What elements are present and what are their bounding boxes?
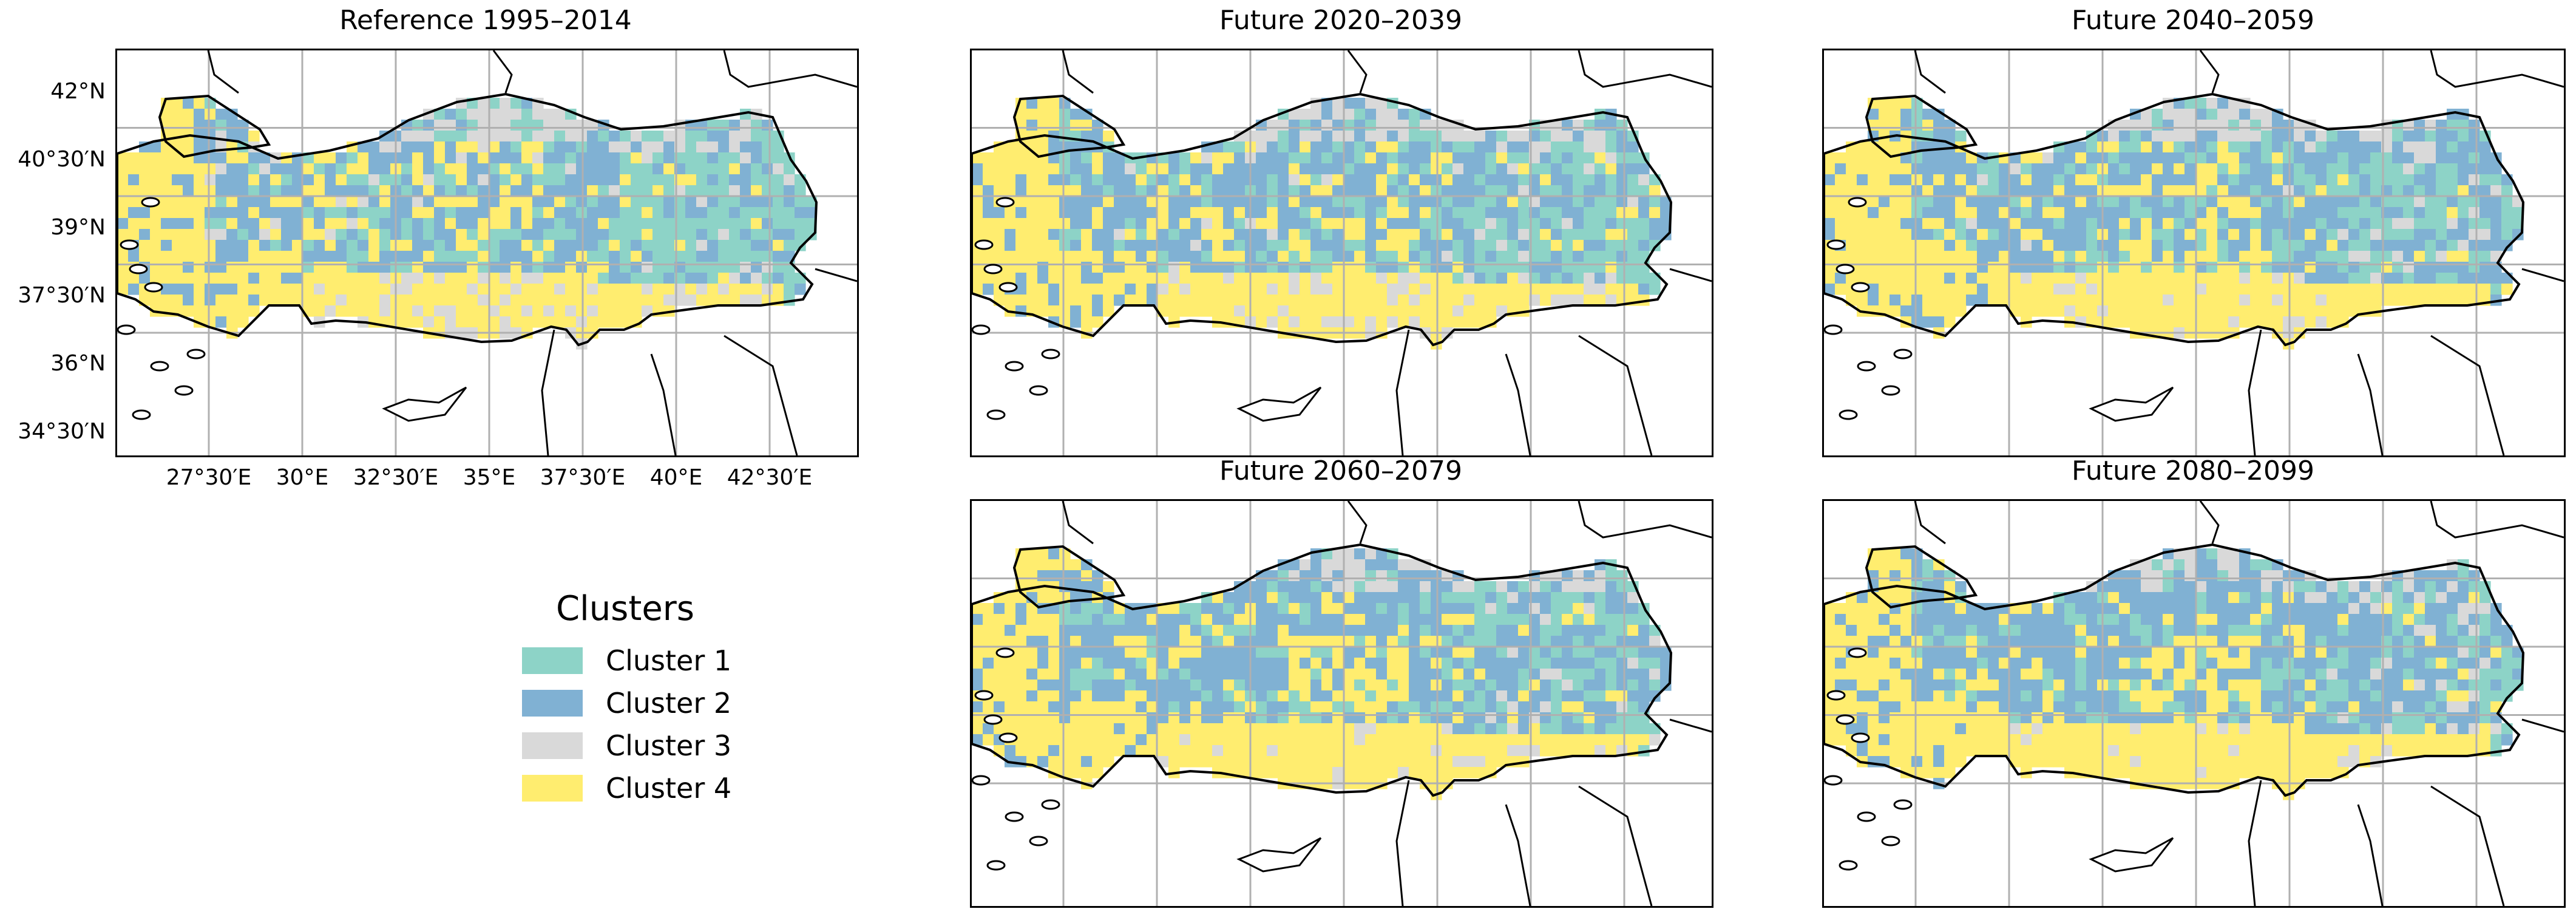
lon-label-30e: 30°E [276, 465, 329, 490]
map-panel-reference [115, 49, 859, 457]
lon-label-40e: 40°E [649, 465, 703, 490]
legend-swatch-cluster-2 [522, 690, 583, 717]
map-future-2040 [1824, 50, 2564, 455]
lat-label-36n: 36°N [50, 351, 106, 376]
legend-swatch-cluster-3 [522, 732, 583, 759]
legend-item-cluster-2: Cluster 2 [522, 682, 731, 724]
panel-title-future-2080: Future 2080–2099 [2071, 455, 2315, 486]
legend-item-cluster-3: Cluster 3 [522, 724, 731, 767]
lat-label-40-30n: 40°30′N [18, 147, 106, 172]
panel-title-future-2060: Future 2060–2079 [1219, 455, 1463, 486]
legend-title: Clusters [556, 589, 694, 628]
legend-label-cluster-2: Cluster 2 [606, 687, 732, 720]
map-panel-future-2060 [970, 499, 1713, 908]
map-panel-future-2020 [970, 49, 1713, 457]
lon-label-32-30e: 32°30′E [353, 465, 439, 490]
map-future-2060 [972, 501, 1712, 906]
map-reference [117, 50, 857, 455]
panel-title-reference: Reference 1995–2014 [339, 5, 632, 36]
lat-label-34-30n: 34°30′N [18, 419, 106, 444]
map-panel-future-2080 [1822, 499, 2566, 908]
legend-item-cluster-1: Cluster 1 [522, 639, 731, 682]
legend-swatch-cluster-1 [522, 647, 583, 674]
panel-title-future-2020: Future 2020–2039 [1219, 5, 1463, 36]
map-future-2080 [1824, 501, 2564, 906]
lat-label-39n: 39°N [50, 215, 106, 240]
map-future-2020 [972, 50, 1712, 455]
legend-swatch-cluster-4 [522, 775, 583, 802]
legend-label-cluster-1: Cluster 1 [606, 644, 732, 677]
lon-label-42-30e: 42°30′E [727, 465, 813, 490]
legend-label-cluster-4: Cluster 4 [606, 772, 732, 805]
legend-label-cluster-3: Cluster 3 [606, 729, 732, 762]
panel-title-future-2040: Future 2040–2059 [2071, 5, 2315, 36]
lat-label-37-30n: 37°30′N [18, 283, 106, 308]
lon-label-35e: 35°E [463, 465, 516, 490]
lon-label-27-30e: 27°30′E [166, 465, 252, 490]
lat-label-42n: 42°N [50, 79, 106, 104]
legend-item-cluster-4: Cluster 4 [522, 767, 731, 809]
lon-label-37-30e: 37°30′E [540, 465, 626, 490]
cluster-legend: Clusters Cluster 1 Cluster 2 Cluster 3 C… [522, 589, 731, 809]
map-panel-future-2040 [1822, 49, 2566, 457]
